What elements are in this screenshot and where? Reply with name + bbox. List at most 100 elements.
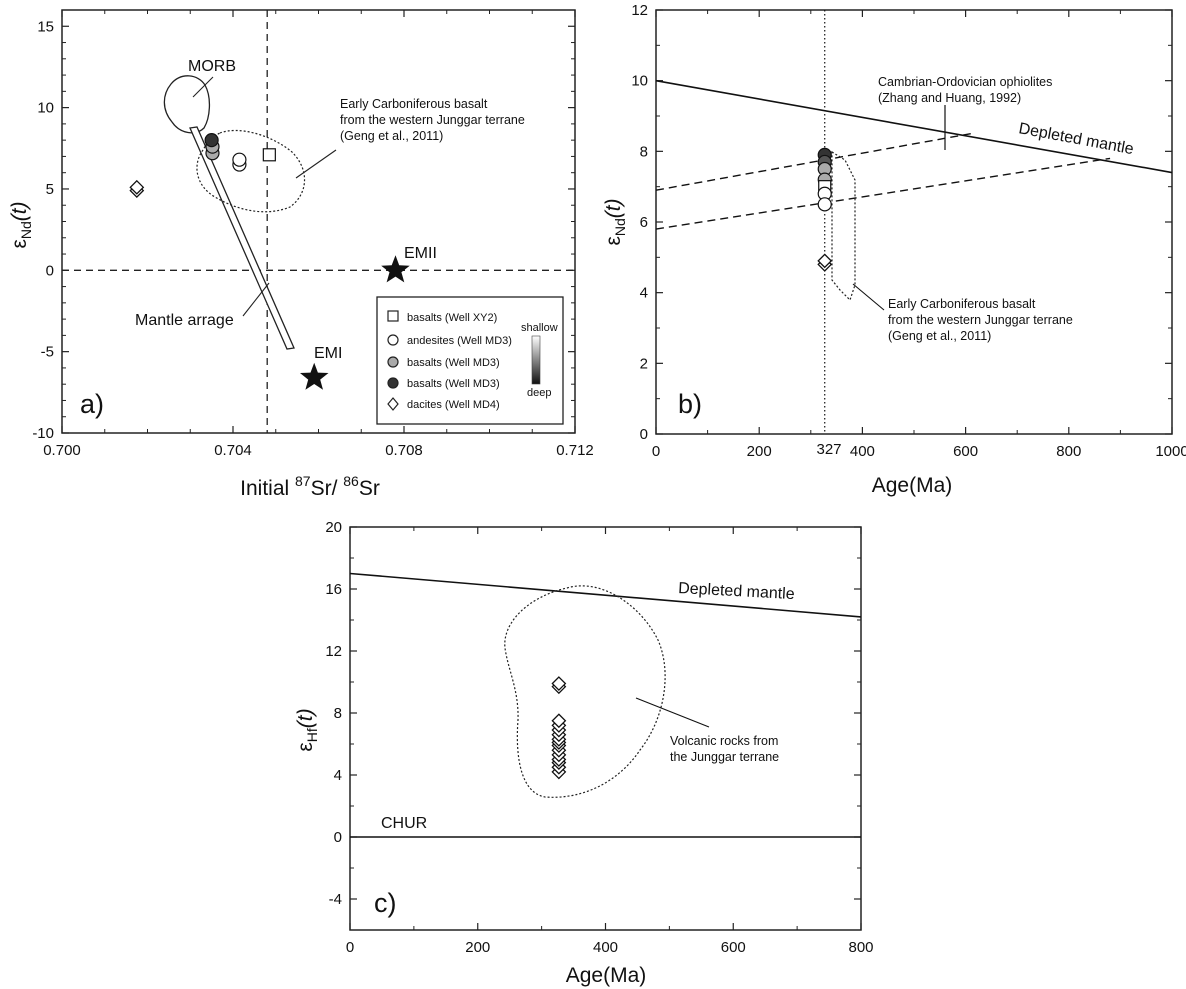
svg-text:εNd(t): εNd(t) — [602, 198, 628, 245]
volcanic-label-2: the Junggar terrane — [670, 750, 779, 764]
panel-a-xlabel-mid: Sr/ — [311, 477, 344, 500]
geng-basalt-field — [196, 129, 306, 213]
panel-a-xtick-label: 0.700 — [43, 442, 81, 459]
volcanic-rocks-field — [504, 585, 666, 798]
geng-b-label-3: (Geng et al., 2011) — [888, 329, 991, 343]
panel-a-xlabel-suffix: Sr — [359, 477, 380, 500]
mantle-array-label: Mantle arrage — [135, 312, 234, 329]
panel-c-ylabel-sub: Hf — [304, 728, 320, 742]
legend-entry-5: dacites (Well MD4) — [407, 399, 500, 411]
panel-a-letter: a) — [80, 389, 104, 419]
geng-field-label-3: (Geng et al., 2011) — [340, 129, 443, 143]
panel-c-depleted-mantle-label: Depleted mantle — [678, 580, 795, 603]
panel-a-fields — [163, 75, 337, 350]
legend-entry-3: basalts (Well MD3) — [407, 357, 500, 369]
panel-c-x-axis-label: Age(Ma) — [566, 964, 647, 987]
emi-label: EMI — [314, 345, 342, 362]
morb-label: MORB — [188, 58, 236, 75]
panel-a-ytick-label: -5 — [41, 344, 54, 361]
panel-b-xtick-label: 600 — [953, 443, 978, 460]
panel-b: 0 200 400 600 800 1000 0 2 4 6 8 10 12 Cambrian-Ordo… — [602, 2, 1186, 497]
panel-a-xlabel-prefix: Initial — [240, 477, 295, 500]
legend-entry-2: andesites (Well MD3) — [407, 335, 512, 347]
panel-b-points — [817, 147, 833, 272]
panel-b-ylabel-suffix: (t) — [602, 198, 625, 218]
panel-c-data-point — [551, 713, 567, 729]
panel-c-xtick-label: 0 — [346, 939, 354, 956]
panel-b-ytick-label: 8 — [640, 143, 648, 160]
legend-white-circle-marker — [387, 334, 399, 346]
panel-c-ytick-label: 16 — [325, 581, 342, 598]
panel-c-ytick-label: 8 — [334, 705, 342, 722]
panel-a-ytick-label: -10 — [32, 425, 54, 442]
legend-deep-label: deep — [527, 387, 551, 399]
legend-entry-1: basalts (Well XY2) — [407, 312, 497, 324]
panel-a-ytick-label: 10 — [37, 100, 54, 117]
panel-a-x-axis-label: Initial 87Sr/ 86Sr — [240, 473, 380, 500]
panel-a-y-axis-label: εNd(t) — [8, 201, 34, 248]
geng-field-label-1: Early Carboniferous basalt — [340, 97, 488, 111]
panel-a-ytick-label: 0 — [46, 262, 54, 279]
panel-c-ytick-label: -4 — [329, 891, 342, 908]
mantle-array-band — [189, 126, 295, 350]
geng-field-leader-line — [295, 149, 337, 179]
panel-b-ytick-label: 2 — [640, 355, 648, 372]
panel-c-ylabel-epsilon: ε — [294, 742, 317, 751]
panel-b-y-axis-label: εNd(t) — [602, 198, 628, 245]
panel-b-ticks: 0 200 400 600 800 1000 0 2 4 6 8 10 12 — [631, 2, 1186, 460]
panel-c-depleted-mantle-line — [349, 572, 862, 618]
panel-c-ytick-label: 4 — [334, 767, 342, 784]
mantle-array-leader-line — [242, 282, 270, 317]
panel-c-xtick-label: 400 — [593, 939, 618, 956]
panel-a-data-point — [232, 152, 247, 167]
volcanic-label-1: Volcanic rocks from — [670, 734, 778, 748]
panel-c-points — [551, 676, 567, 780]
panel-b-327-label: 327 — [816, 441, 841, 458]
panel-a-ytick-label: 5 — [46, 181, 54, 198]
panel-b-data-point — [817, 253, 833, 269]
panel-b-ytick-label: 4 — [640, 285, 648, 302]
panel-a-ytick-label: 15 — [37, 18, 54, 35]
panel-a-ylabel-epsilon: ε — [8, 239, 31, 248]
panel-c-ylabel-suffix: (t) — [294, 708, 317, 728]
panel-a-reference-lines — [62, 10, 575, 433]
legend-diamond-marker — [387, 397, 399, 411]
geng-field-label-2: from the western Junggar terrane — [340, 113, 525, 127]
panel-a-legend: basalts (Well XY2) andesites (Well MD3) … — [376, 296, 564, 425]
panel-a: 0.700 0.704 0.708 0.712 -10 -5 0 5 10 15 MORB Man… — [8, 9, 594, 500]
panel-b-xtick-label: 1000 — [1155, 443, 1186, 460]
panel-b-data-point — [817, 197, 832, 212]
panel-a-xtick-label: 0.708 — [385, 442, 423, 459]
panel-a-ylabel-sub: Nd — [18, 221, 34, 239]
panel-b-xtick-label: 0 — [652, 443, 660, 460]
endmember-star-emi — [300, 362, 329, 390]
panel-a-data-point — [204, 133, 219, 148]
svg-text:εHf(t): εHf(t) — [294, 708, 320, 751]
panel-b-ytick-label: 0 — [640, 426, 648, 443]
legend-entry-4: basalts (Well MD3) — [407, 378, 500, 390]
panel-c-ytick-label: 20 — [325, 519, 342, 536]
panel-c-letter: c) — [374, 888, 397, 918]
panel-c-xtick-label: 200 — [465, 939, 490, 956]
endmember-star-emii — [381, 255, 410, 283]
morb-leader-line — [192, 76, 214, 98]
panel-b-depleted-mantle-line — [655, 79, 1173, 174]
panel-b-ytick-label: 6 — [640, 214, 648, 231]
panel-a-xtick-label: 0.704 — [214, 442, 252, 459]
legend-dark-circle-marker — [387, 377, 399, 389]
panel-b-frame — [655, 9, 1173, 435]
panel-b-geng-field — [831, 150, 856, 302]
panel-b-ylabel-sub: Nd — [612, 218, 628, 236]
panel-b-geng-leader-line — [852, 283, 885, 311]
panel-a-points — [129, 133, 410, 390]
panel-c-ytick-label: 0 — [334, 829, 342, 846]
volcanic-leader-line — [635, 697, 710, 728]
legend-gray-circle-marker — [387, 356, 399, 368]
panel-b-xtick-label: 400 — [850, 443, 875, 460]
panel-c-ticks: 0 200 400 600 800 -4 0 4 8 12 16 20 — [325, 519, 873, 956]
panel-c-xtick-label: 800 — [848, 939, 873, 956]
panel-a-xlabel-sup1: 87 — [295, 473, 311, 489]
chur-label: CHUR — [381, 815, 427, 832]
panel-b-ytick-label: 12 — [631, 2, 648, 19]
